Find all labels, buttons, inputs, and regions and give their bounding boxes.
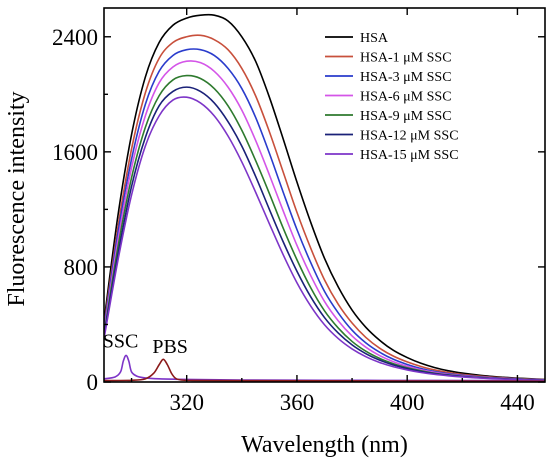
series-line-hsa-1-m-ssc [104, 34, 545, 381]
series-line-hsa-3-m-ssc [104, 48, 545, 381]
y-tick-label: 2400 [52, 25, 98, 50]
legend-label-hsa: HSA [360, 31, 389, 46]
y-tick-label: 800 [64, 255, 99, 280]
y-tick-label: 1600 [52, 140, 98, 165]
legend-label-hsa-1-m-ssc: HSA-1 μM SSC [360, 51, 452, 66]
series-line-hsa-9-m-ssc [104, 74, 545, 381]
x-tick-label: 440 [500, 390, 535, 415]
axes [103, 7, 546, 383]
y-tick-label: 0 [87, 370, 99, 395]
series-lines [104, 13, 545, 382]
legend-label-hsa-15-m-ssc: HSA-15 μM SSC [360, 148, 459, 163]
annotation-ssc: SSC [103, 330, 139, 352]
x-tick-label: 400 [390, 390, 425, 415]
series-line-hsa-15-m-ssc [104, 96, 545, 382]
legend-label-hsa-12-m-ssc: HSA-12 μM SSC [360, 129, 459, 144]
plot-frame [103, 7, 546, 383]
legend-label-hsa-3-m-ssc: HSA-3 μM SSC [360, 70, 452, 85]
x-tick-label: 320 [169, 390, 204, 415]
legend-label-hsa-9-m-ssc: HSA-9 μM SSC [360, 109, 452, 124]
series-line-hsa-6-m-ssc [104, 60, 545, 381]
legend: HSA HSA-1 μM SSC HSA-3 μM SSC HSA-6 μM SSC H… [325, 31, 459, 163]
series-line-hsa [104, 13, 545, 381]
annotation-pbs: PBS [152, 336, 188, 358]
legend-label-hsa-6-m-ssc: HSA-6 μM SSC [360, 90, 452, 105]
annotations: SSC PBS [103, 330, 188, 358]
ticks: 320 360 400 440 0 800 1600 2400 [52, 8, 545, 415]
x-tick-label: 360 [280, 390, 315, 415]
y-axis-title: Fluorescence intensity [4, 91, 30, 306]
series-line-pbs [104, 358, 545, 382]
x-axis-title: Wavelength (nm) [241, 432, 408, 458]
